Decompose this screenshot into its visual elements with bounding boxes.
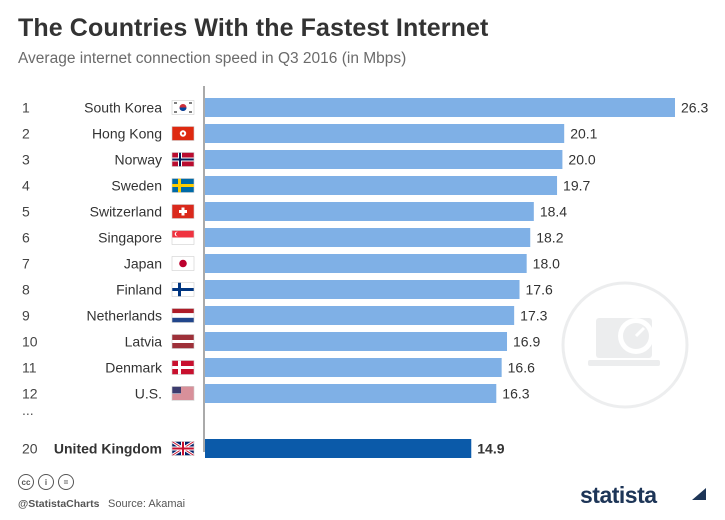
bar (205, 439, 472, 458)
bar (205, 98, 675, 117)
value-label: 20.0 (568, 152, 595, 168)
us-flag (171, 386, 195, 401)
chart-title: The Countries With the Fastest Internet (18, 14, 489, 42)
source-note: Source: Akamai (108, 498, 186, 510)
category-label: Switzerland (90, 204, 162, 220)
value-label: 16.9 (513, 334, 540, 350)
category-label: U.S. (135, 386, 162, 402)
sweden-flag (171, 178, 195, 193)
value-label: 14.9 (477, 441, 504, 457)
category-label: Hong Kong (92, 126, 162, 142)
hong-kong-flag (171, 126, 195, 141)
category-label: Sweden (111, 178, 162, 194)
category-label: Netherlands (87, 308, 163, 324)
singapore-flag (171, 230, 195, 245)
no-derivatives-icon: = (58, 474, 74, 490)
bar (205, 306, 515, 325)
japan-flag (171, 256, 195, 271)
norway-flag (171, 152, 195, 167)
rank-label: 1 (22, 100, 30, 116)
south-korea-flag (171, 100, 195, 115)
value-label: 16.3 (502, 386, 529, 402)
value-label: 18.2 (536, 230, 563, 246)
attribution-icon: i (38, 474, 54, 490)
license-icons: cc i = (18, 474, 74, 490)
value-label: 26.3 (681, 100, 708, 116)
rank-label: 20 (22, 441, 38, 457)
bar (205, 202, 534, 221)
statista-logo-mark (692, 488, 706, 500)
gap-ellipsis: ... (22, 402, 34, 418)
bar (205, 150, 563, 169)
rank-label: 3 (22, 152, 30, 168)
rank-label: 11 (22, 360, 37, 376)
bar (205, 384, 497, 403)
rank-label: 9 (22, 308, 30, 324)
rank-label: 4 (22, 178, 30, 194)
rank-label: 7 (22, 256, 30, 272)
finland-flag (171, 282, 195, 297)
value-label: 17.6 (526, 282, 553, 298)
category-label: South Korea (84, 100, 162, 116)
rank-label: 12 (22, 386, 38, 402)
value-label: 18.4 (540, 204, 567, 220)
statista-logo: statista (580, 482, 657, 508)
bar (205, 124, 565, 143)
category-label: Japan (124, 256, 162, 272)
denmark-flag (171, 360, 195, 375)
bar (205, 228, 531, 247)
statista-handle: @StatistaCharts (18, 498, 100, 510)
creative-commons-icon: cc (18, 474, 34, 490)
rank-label: 2 (22, 126, 30, 142)
rank-label: 6 (22, 230, 30, 246)
chart-subtitle: Average internet connection speed in Q3 … (18, 50, 407, 67)
latvia-flag (171, 334, 195, 349)
category-label: United Kingdom (54, 441, 162, 457)
rank-label: 5 (22, 204, 30, 220)
category-label: Denmark (105, 360, 163, 376)
switzerland-flag (171, 204, 195, 219)
bar (205, 332, 508, 351)
value-label: 17.3 (520, 308, 547, 324)
bar (205, 280, 520, 299)
bar (205, 358, 502, 377)
rank-label: 10 (22, 334, 38, 350)
rank-label: 8 (22, 282, 30, 298)
value-label: 16.6 (508, 360, 535, 376)
bar (205, 176, 558, 195)
value-label: 18.0 (533, 256, 560, 272)
value-label: 20.1 (570, 126, 597, 142)
category-label: Norway (115, 152, 162, 168)
category-label: Finland (116, 282, 162, 298)
value-label: 19.7 (563, 178, 590, 194)
netherlands-flag (171, 308, 195, 323)
category-label: Singapore (98, 230, 162, 246)
category-label: Latvia (125, 334, 163, 350)
bar-chart: 1 South Korea 26.3 2 Hong Kong 20.1 3 Norway 20.… (22, 86, 708, 458)
uk-flag (171, 440, 195, 457)
speedometer-laptop-icon (561, 281, 689, 409)
bar (205, 254, 527, 273)
